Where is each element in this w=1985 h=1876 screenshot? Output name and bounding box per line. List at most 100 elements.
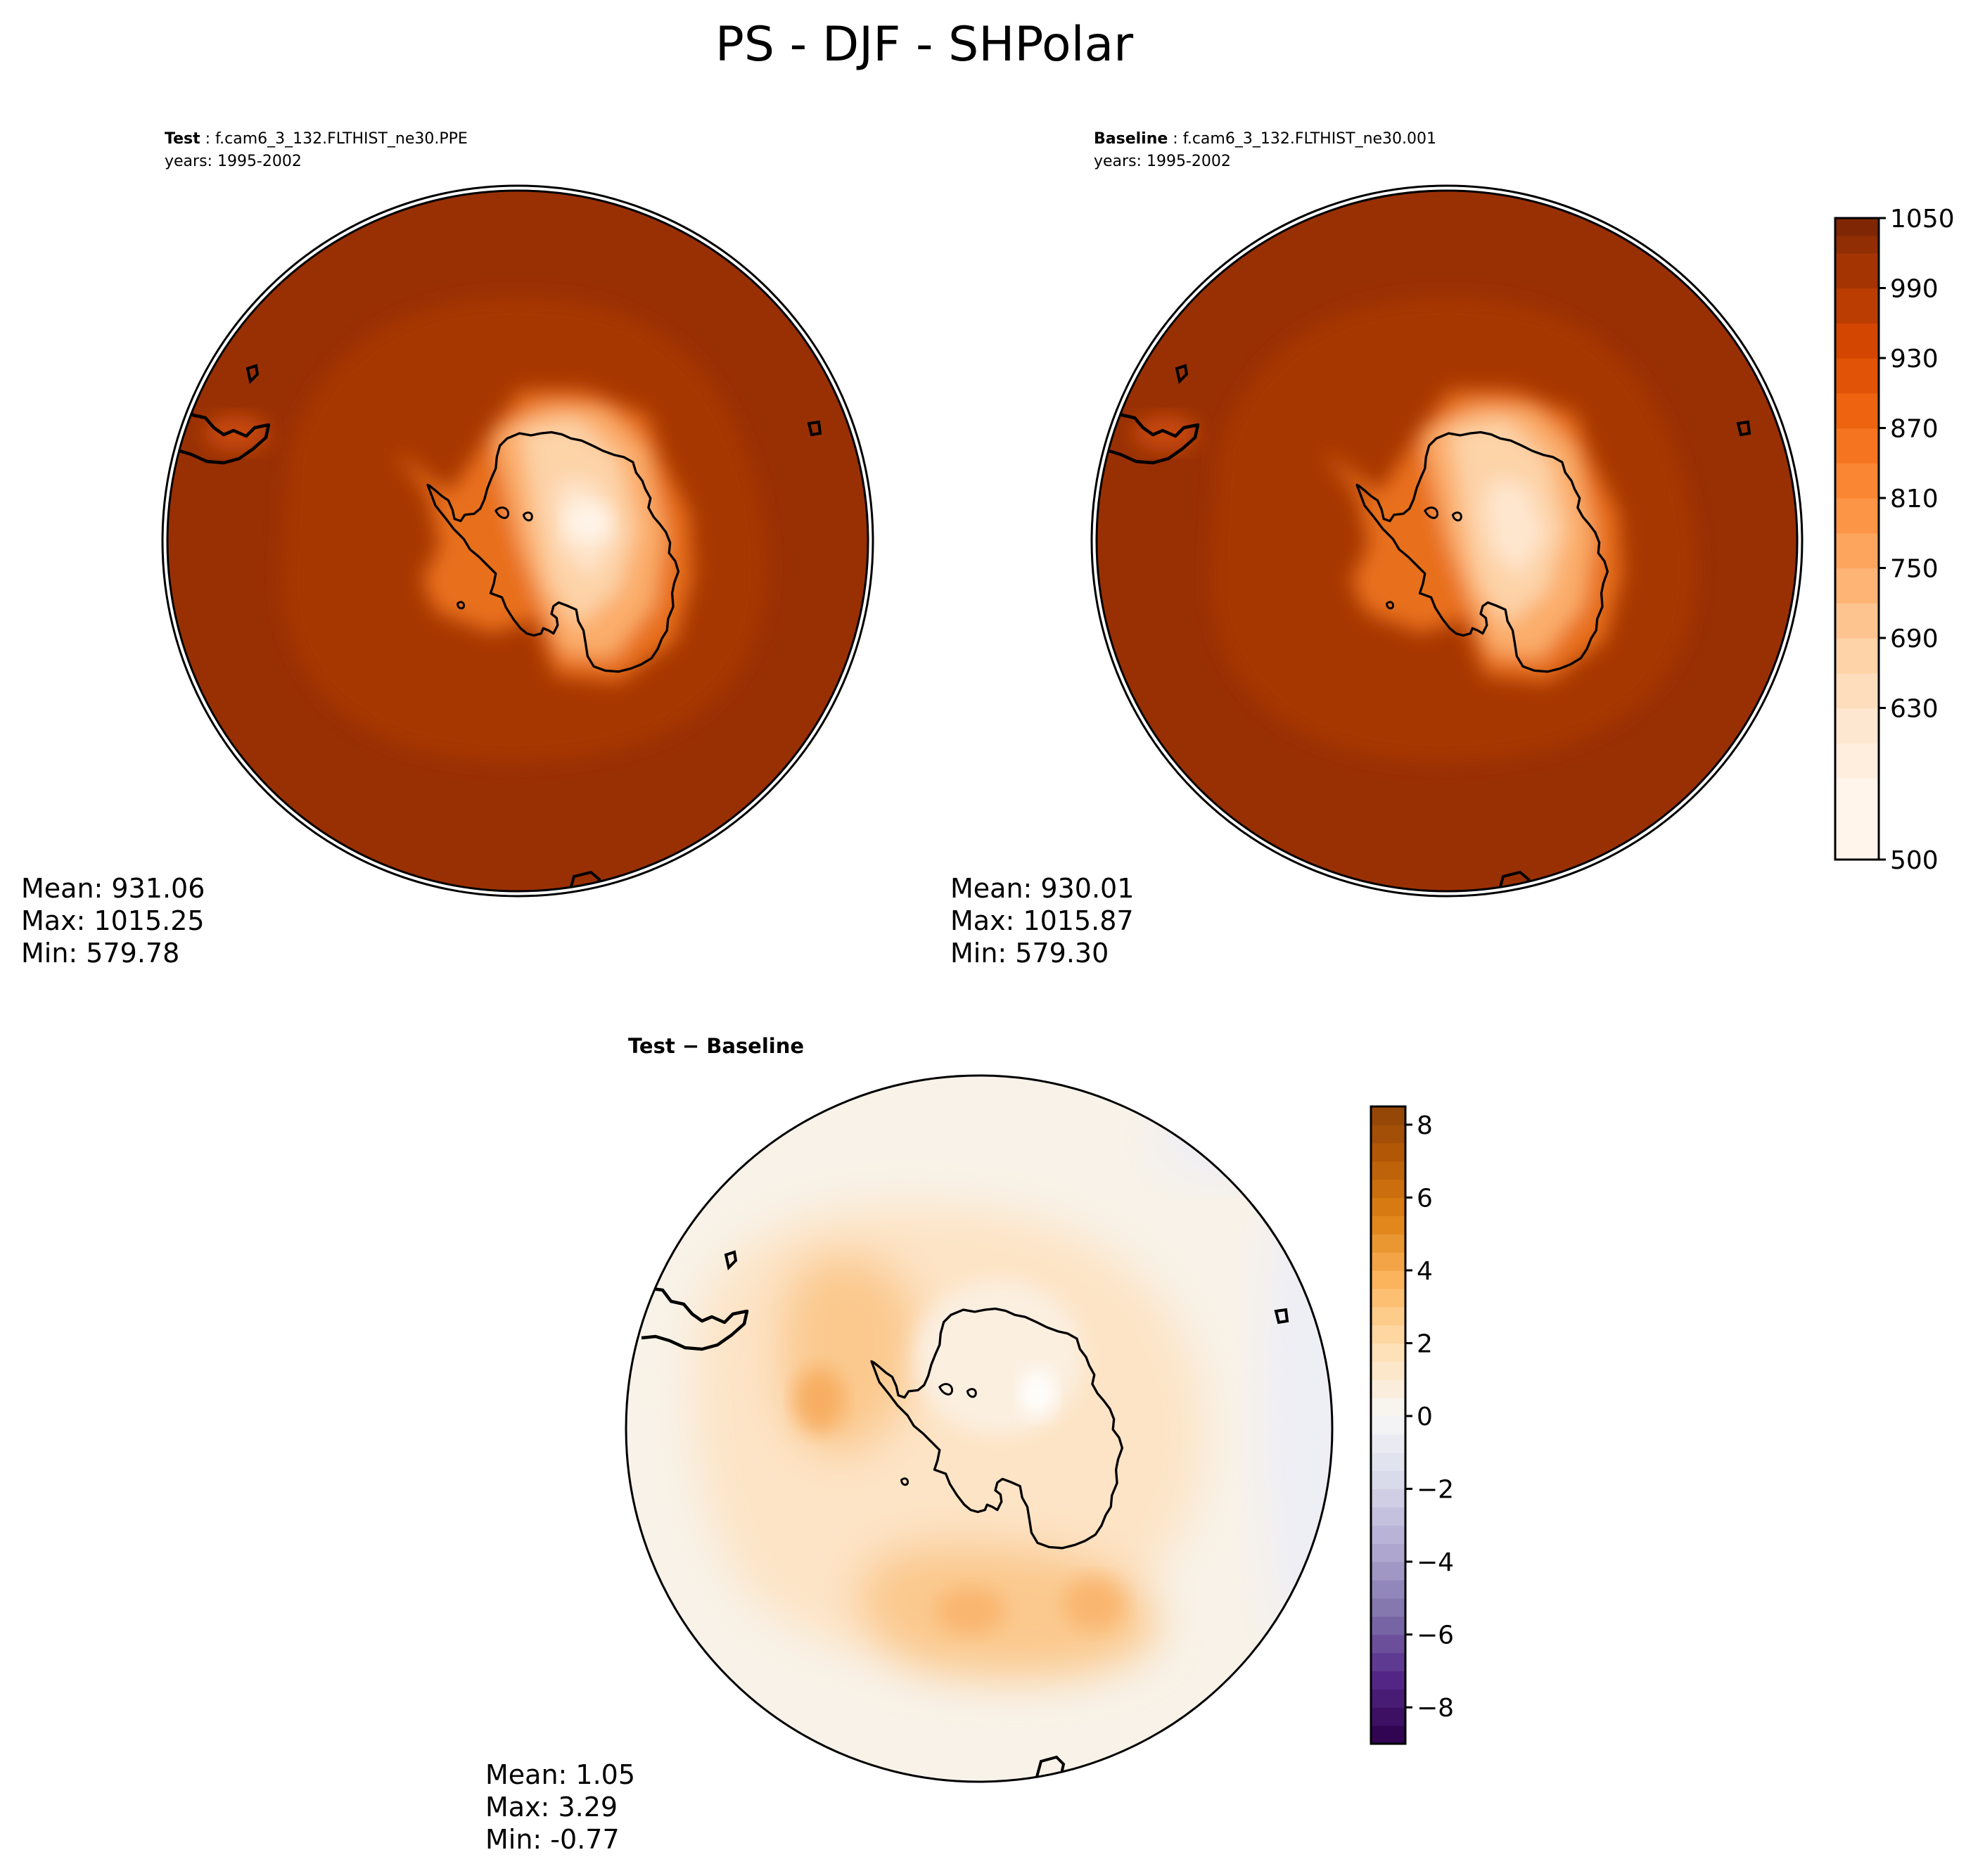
colorbar-absolute-band xyxy=(1835,568,1879,604)
colorbar-diff-band xyxy=(1371,1379,1405,1398)
colorbar-absolute-band xyxy=(1835,743,1879,779)
colorbar-absolute-band xyxy=(1835,357,1879,394)
colorbar-absolute-tick-label: 990 xyxy=(1890,274,1939,303)
colorbar-diff-tick-label: 6 xyxy=(1417,1184,1433,1213)
colorbar-absolute-tick-label: 810 xyxy=(1890,485,1939,513)
colorbar-diff-band xyxy=(1371,1597,1405,1617)
colorbar-absolute-band xyxy=(1835,323,1879,359)
colorbar-diff-tick-label: 0 xyxy=(1417,1403,1433,1431)
colorbar-absolute-tick-label: 500 xyxy=(1890,846,1939,875)
panel-diff: Test − Baseline Mean: 1.05 Max: 3.29 Min… xyxy=(485,1034,1334,1855)
colorbar-diff-band xyxy=(1371,1652,1405,1672)
colorbar-diff-band xyxy=(1371,1234,1405,1253)
colorbar-diff-frame xyxy=(1370,1105,1407,1745)
map-diff-field xyxy=(626,1076,1332,1782)
panel-test-case: : f.cam6_3_132.FLTHIST_ne30.PPE xyxy=(205,130,468,148)
colorbar-diff-band xyxy=(1371,1470,1405,1490)
colorbar-absolute-band xyxy=(1835,637,1879,674)
figure-title: PS - DJF - SHPolar xyxy=(715,17,1133,72)
colorbar-diff-band xyxy=(1371,1215,1405,1234)
colorbar-absolute-band xyxy=(1835,672,1879,709)
colorbar-diff-band xyxy=(1371,1361,1405,1380)
colorbar-absolute-tick-label: 930 xyxy=(1890,345,1939,374)
panel-baseline-min: Min: 579.30 xyxy=(950,938,1109,969)
colorbar-absolute-band xyxy=(1835,532,1879,569)
panel-baseline-max: Max: 1015.87 xyxy=(950,905,1134,936)
colorbar-diff-band xyxy=(1371,1197,1405,1216)
colorbar-absolute-band xyxy=(1835,777,1879,860)
colorbar-absolute-band xyxy=(1835,288,1879,324)
panel-diff-mean: Mean: 1.05 xyxy=(485,1759,635,1790)
colorbar-diff-tick-label: 2 xyxy=(1417,1330,1433,1359)
colorbar-diff-band xyxy=(1371,1142,1405,1162)
colorbar-diff-band xyxy=(1371,1725,1405,1744)
colorbar-absolute-tick-label: 630 xyxy=(1890,694,1939,723)
panel-baseline-label: Baseline xyxy=(1094,130,1168,148)
colorbar-diff-band xyxy=(1371,1325,1405,1344)
panel-baseline-mean: Mean: 930.01 xyxy=(950,873,1134,904)
colorbar-absolute-tick-label: 750 xyxy=(1890,554,1939,583)
colorbar-absolute-tick-label: 690 xyxy=(1890,625,1939,653)
colorbar-diff-band xyxy=(1371,1179,1405,1199)
panel-test-min: Min: 579.78 xyxy=(21,938,179,969)
colorbar-diff-band xyxy=(1371,1416,1405,1435)
colorbar-diff-band xyxy=(1371,1288,1405,1308)
colorbar-absolute-band xyxy=(1835,463,1879,499)
colorbar-diff-band xyxy=(1371,1106,1405,1125)
colorbar-absolute-frame xyxy=(1834,217,1880,861)
panel-diff-max: Max: 3.29 xyxy=(485,1792,618,1823)
colorbar-absolute-band xyxy=(1835,393,1879,429)
colorbar-diff-band xyxy=(1371,1689,1405,1708)
colorbar-absolute-tick-label: 870 xyxy=(1890,414,1939,443)
colorbar-diff-tick-label: −2 xyxy=(1417,1476,1454,1505)
colorbar-absolute-band xyxy=(1835,603,1879,639)
panel-baseline-header: Baseline : f.cam6_3_132.FLTHIST_ne30.001 xyxy=(1094,130,1436,148)
colorbar-diff-band xyxy=(1371,1488,1405,1508)
colorbar-diff-band xyxy=(1371,1580,1405,1599)
colorbar-absolute-band xyxy=(1835,497,1879,534)
panel-test-years: years: 1995-2002 xyxy=(165,153,302,170)
colorbar-diff-band xyxy=(1371,1306,1405,1326)
panel-test-header: Test : f.cam6_3_132.FLTHIST_ne30.PPE xyxy=(165,130,468,148)
colorbar-diff-band xyxy=(1371,1124,1405,1144)
colorbar-diff-tick-label: −4 xyxy=(1417,1548,1454,1577)
panel-diff-title: Test − Baseline xyxy=(628,1034,804,1058)
map-test-field xyxy=(167,191,868,891)
colorbar-diff: −8 −6 −4 −2 0 2 4 6 8 xyxy=(1370,1105,1454,1745)
colorbar-diff-band xyxy=(1371,1616,1405,1635)
colorbar-diff-band xyxy=(1371,1434,1405,1453)
panel-test-label: Test xyxy=(165,130,200,148)
colorbar-absolute-tick-label: 1050 xyxy=(1890,205,1955,234)
colorbar-diff-band xyxy=(1371,1507,1405,1526)
colorbar-diff-band xyxy=(1371,1707,1405,1726)
colorbar-absolute-band xyxy=(1835,218,1879,236)
map-baseline-field xyxy=(1097,191,1797,891)
panel-baseline-case: : f.cam6_3_132.FLTHIST_ne30.001 xyxy=(1173,130,1436,148)
colorbar-diff-band xyxy=(1371,1270,1405,1289)
colorbar-diff-band xyxy=(1371,1452,1405,1472)
colorbar-diff-band xyxy=(1371,1634,1405,1654)
colorbar-diff-band xyxy=(1371,1161,1405,1180)
colorbar-diff-tick-label: −8 xyxy=(1417,1694,1454,1723)
colorbar-diff-band xyxy=(1371,1343,1405,1362)
colorbar-absolute-band xyxy=(1835,253,1879,289)
colorbar-diff-band xyxy=(1371,1671,1405,1690)
colorbar-diff-band xyxy=(1371,1525,1405,1544)
panel-test-max: Max: 1015.25 xyxy=(21,905,205,936)
panel-baseline: Baseline : f.cam6_3_132.FLTHIST_ne30.001… xyxy=(950,130,1804,969)
colorbar-absolute-band xyxy=(1835,708,1879,744)
colorbar-diff-tick-label: 8 xyxy=(1417,1111,1433,1140)
colorbar-diff-tick-label: −6 xyxy=(1417,1621,1454,1650)
panel-test-mean: Mean: 931.06 xyxy=(21,873,205,904)
colorbar-absolute-band xyxy=(1835,235,1879,254)
colorbar-diff-band xyxy=(1371,1543,1405,1562)
panel-baseline-years: years: 1995-2002 xyxy=(1094,153,1231,170)
colorbar-diff-band xyxy=(1371,1398,1405,1417)
panel-test: Test : f.cam6_3_132.FLTHIST_ne30.PPE yea… xyxy=(21,130,874,969)
panel-diff-min: Min: -0.77 xyxy=(485,1824,620,1855)
colorbar-diff-band xyxy=(1371,1252,1405,1271)
colorbar-absolute-band xyxy=(1835,428,1879,464)
colorbar-absolute: 500 630 690 750 810 870 930 990 1050 xyxy=(1834,205,1955,875)
colorbar-diff-band xyxy=(1371,1562,1405,1581)
